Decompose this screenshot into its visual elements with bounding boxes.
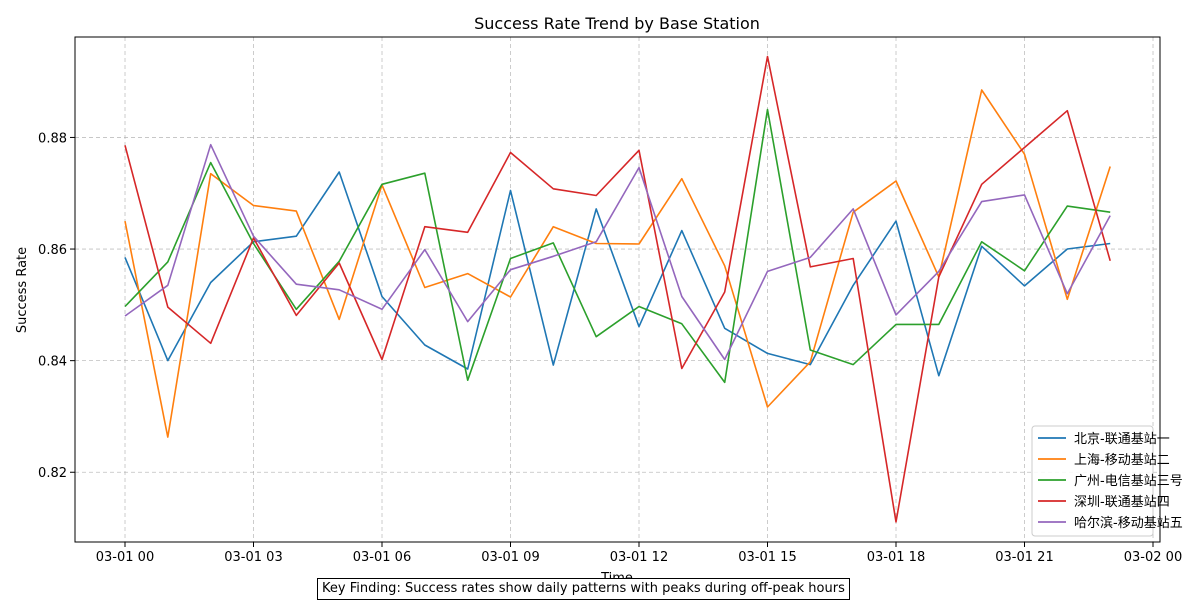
chart-title: Success Rate Trend by Base Station — [474, 14, 760, 33]
series-line-2 — [124, 89, 1111, 438]
legend-label: 广州-电信基站三号 — [1074, 474, 1183, 489]
legend-label: 北京-联通基站一 — [1074, 432, 1170, 447]
series-line-5 — [124, 143, 1111, 361]
key-finding-note: Key Finding: Success rates show daily pa… — [317, 578, 850, 600]
series-line-1 — [124, 171, 1111, 377]
x-tick-label: 03-01 18 — [867, 550, 925, 565]
x-tick-label: 03-01 21 — [995, 550, 1053, 565]
series-line-3 — [124, 108, 1111, 384]
legend-box — [1031, 425, 1154, 537]
y-tick-label: 0.88 — [38, 131, 67, 146]
grid — [75, 37, 1160, 542]
legend: 北京-联通基站一上海-移动基站二广州-电信基站三号深圳-联通基站四哈尔滨-移动基… — [1031, 425, 1183, 537]
y-axis-label: Success Rate — [15, 247, 30, 333]
plot-area-frame — [74, 36, 1161, 543]
x-tick-label: 03-01 09 — [481, 550, 539, 565]
x-tick-label: 03-01 15 — [738, 550, 796, 565]
legend-label: 哈尔滨-移动基站五 — [1074, 515, 1183, 531]
legend-label: 上海-移动基站二 — [1074, 453, 1170, 468]
series-lines — [124, 55, 1111, 523]
x-tick-label: 03-01 00 — [96, 550, 154, 565]
x-tick-label: 03-01 06 — [353, 550, 411, 565]
series-line-4 — [124, 55, 1111, 523]
x-tick-label: 03-02 00 — [1124, 550, 1182, 565]
y-tick-label: 0.82 — [38, 466, 67, 481]
axis-ticks: 03-01 00 03-01 03 03-01 06 03-01 09 03-01 12… — [38, 131, 1182, 565]
x-tick-label: 03-01 03 — [224, 550, 282, 565]
x-tick-label: 03-01 12 — [610, 550, 668, 565]
y-tick-label: 0.86 — [38, 243, 67, 258]
legend-label: 深圳-联通基站四 — [1074, 495, 1170, 510]
y-tick-label: 0.84 — [38, 355, 67, 370]
